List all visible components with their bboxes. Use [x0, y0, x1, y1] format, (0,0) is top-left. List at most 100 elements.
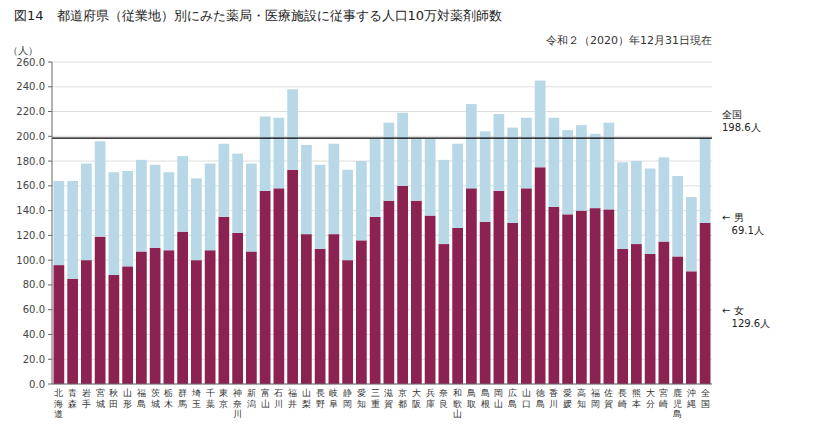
x-tick-label: 岐阜	[329, 388, 338, 409]
x-tick-label: 滋賀	[384, 388, 393, 409]
bar	[659, 242, 670, 384]
y-tick	[48, 334, 52, 335]
bar	[287, 89, 298, 170]
chart: 図14 都道府県（従業地）別にみた薬局・医療施設に従事する人口10万対薬剤師数令…	[0, 0, 827, 432]
bar	[67, 181, 78, 279]
bar	[617, 162, 628, 249]
bar	[521, 118, 532, 189]
x-tick-label: 三重	[371, 388, 380, 409]
x-tick-label: 沖縄	[686, 388, 696, 409]
y-tick-label: 200.0	[16, 131, 45, 142]
x-tick-label: 山梨	[302, 388, 311, 409]
bar	[274, 188, 285, 384]
bar	[150, 165, 161, 248]
x-tick-label: 兵庫	[426, 388, 435, 409]
x-tick-label: 新潟	[247, 388, 256, 409]
y-tick	[48, 384, 52, 385]
bar	[219, 217, 230, 384]
y-tick	[48, 260, 52, 261]
x-tick-label: 佐賀	[604, 388, 613, 409]
bar	[370, 217, 381, 384]
x-tick-label: 石川	[274, 388, 283, 409]
bar	[452, 144, 463, 228]
x-tick-label: 宮崎	[659, 388, 668, 409]
x-tick-label: 香川	[549, 388, 558, 409]
bar	[164, 172, 175, 250]
x-tick-label: 鹿児島	[673, 388, 682, 419]
y-axis-label: （人）	[8, 45, 38, 56]
x-tick-label: 愛知	[357, 388, 366, 409]
bar	[494, 114, 505, 191]
y-tick-label: 240.0	[16, 81, 45, 92]
bar	[274, 118, 285, 189]
bar	[109, 275, 120, 384]
x-tick-label: 広島	[508, 388, 517, 409]
bar	[95, 237, 106, 384]
x-tick-label: 秋田	[109, 388, 118, 409]
bar	[219, 144, 230, 217]
grid	[52, 62, 712, 384]
bar	[287, 170, 298, 384]
y-tick	[48, 86, 52, 87]
x-tick-label: 愛媛	[563, 388, 572, 409]
bar	[54, 265, 65, 384]
x-tick-label: 徳島	[536, 388, 545, 409]
bar	[109, 172, 120, 275]
y-tick-label: 20.0	[23, 354, 45, 365]
grid-line	[52, 62, 712, 63]
bar	[122, 171, 133, 266]
x-tick-label: 鳥取	[466, 388, 476, 409]
x-tick-label: 全国	[701, 388, 710, 409]
bar	[590, 134, 601, 208]
bar	[631, 244, 642, 384]
x-tick-label: 熊本	[632, 388, 641, 409]
x-tick-label: 富山	[261, 388, 270, 409]
y-tick-label: 0.0	[29, 379, 45, 390]
x-tick-label: 島根	[481, 388, 490, 409]
y-tick-label: 220.0	[16, 106, 45, 117]
x-tick-label: 岩手	[82, 388, 91, 409]
y-tick-label: 260.0	[16, 57, 45, 68]
bar	[549, 118, 560, 207]
bar	[232, 154, 243, 233]
bar	[315, 165, 326, 249]
bar	[150, 248, 161, 384]
bar	[439, 160, 450, 244]
bar	[122, 266, 133, 384]
bar	[356, 161, 367, 240]
bar	[205, 250, 216, 384]
y-axis	[52, 62, 53, 384]
bar	[425, 139, 436, 216]
y-tick	[48, 284, 52, 285]
bar	[205, 164, 216, 251]
bar	[260, 191, 271, 384]
bar	[700, 223, 711, 384]
bar	[301, 234, 312, 384]
bar	[562, 130, 573, 214]
bar	[631, 161, 642, 244]
bar	[507, 128, 518, 223]
x-tick-label: 神奈川	[233, 388, 242, 419]
x-tick-label: 京都	[398, 388, 407, 409]
x-tick-label: 福井	[288, 388, 297, 409]
bar	[439, 244, 450, 384]
bar	[397, 186, 408, 384]
bar	[136, 160, 147, 252]
bar	[246, 251, 257, 384]
bar	[686, 197, 697, 271]
bars	[54, 81, 711, 384]
grid-line	[52, 384, 712, 385]
bar	[81, 164, 92, 261]
bar	[177, 232, 188, 384]
y-tick-label: 140.0	[16, 205, 45, 216]
bar	[576, 211, 587, 384]
bar	[549, 207, 560, 384]
x-tick-label: 山口	[522, 388, 531, 409]
bar	[604, 123, 615, 210]
bar	[397, 113, 408, 186]
bar	[95, 141, 106, 236]
bar	[535, 167, 546, 384]
x-tick-label: 福岡	[591, 388, 600, 409]
bar	[645, 169, 656, 254]
bar	[494, 191, 505, 384]
